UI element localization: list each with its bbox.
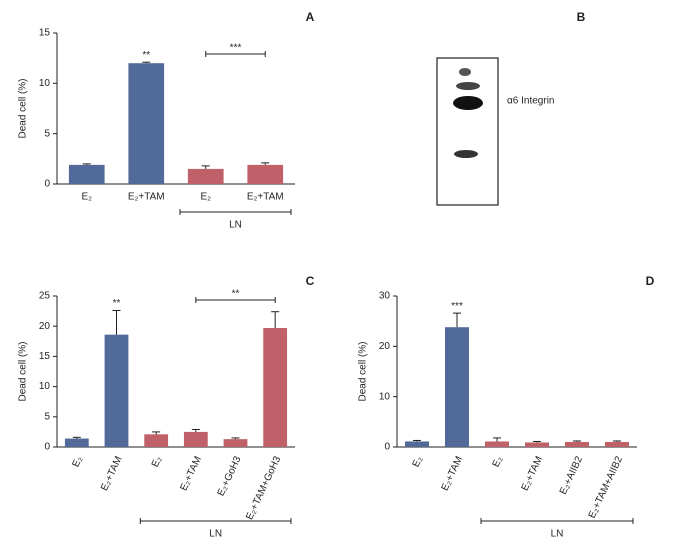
x-tick-label: E₂+TAM	[247, 192, 284, 203]
group-label: LN	[551, 529, 564, 540]
x-tick-label: E₂	[411, 455, 425, 469]
blot-band	[456, 82, 480, 90]
significance: ***	[451, 301, 463, 312]
y-axis-label: Dead cell (%)	[18, 341, 29, 401]
panel-label: C	[306, 274, 315, 288]
y-tick-label: 20	[379, 341, 391, 352]
x-tick-label: E₂+TAM	[99, 455, 125, 493]
x-tick-label: E₂	[200, 192, 211, 203]
x-tick-label: E₂+AIIB2	[558, 454, 585, 496]
bar	[605, 441, 629, 447]
x-tick-label: E₂+TAM	[128, 192, 165, 203]
significance: **	[113, 298, 121, 309]
bar	[405, 441, 429, 447]
bar	[525, 442, 549, 447]
bar	[104, 334, 129, 447]
blot-label: α6 Integrin	[507, 96, 554, 107]
significance: **	[142, 50, 150, 61]
y-axis-label: Dead cell (%)	[358, 341, 369, 401]
blot-band	[454, 150, 478, 158]
bar	[183, 431, 208, 447]
y-tick-label: 5	[44, 411, 50, 422]
x-tick-label: E₂	[491, 455, 505, 469]
blot-band	[459, 68, 471, 76]
blot-image	[436, 57, 499, 206]
x-tick-label: E₂+TAM	[440, 455, 466, 493]
panel-label: B	[577, 10, 586, 24]
bar	[64, 438, 89, 447]
y-tick-label: 0	[44, 442, 50, 453]
bar	[144, 434, 169, 447]
bracket-label: ***	[230, 43, 242, 54]
panel-label: D	[646, 274, 655, 288]
x-tick-label: E₂	[150, 455, 164, 469]
y-tick-label: 25	[39, 291, 51, 302]
y-tick-label: 10	[379, 391, 391, 402]
x-tick-label: E₂+GoH3	[216, 454, 244, 498]
bar	[445, 327, 469, 447]
y-tick-label: 5	[44, 128, 50, 139]
panel-label: A	[306, 10, 315, 24]
y-tick-label: 15	[39, 28, 51, 39]
y-tick-label: 0	[44, 179, 50, 190]
y-tick-label: 30	[379, 291, 391, 302]
y-tick-label: 0	[384, 442, 390, 453]
bar	[223, 439, 248, 447]
x-tick-label: E₂+TAM	[178, 455, 204, 493]
x-tick-label: E₂	[81, 192, 92, 203]
y-tick-label: 20	[39, 321, 51, 332]
bar	[128, 63, 165, 185]
y-tick-label: 10	[39, 78, 51, 89]
x-tick-label: E₂	[71, 455, 85, 469]
y-tick-label: 10	[39, 381, 51, 392]
x-tick-label: E₂+TAM+AIIB2	[587, 454, 625, 520]
bar	[565, 441, 589, 447]
y-tick-label: 15	[39, 351, 51, 362]
y-axis-label: Dead cell (%)	[18, 78, 29, 138]
bar	[187, 168, 224, 184]
blot-band	[453, 96, 483, 110]
bar	[263, 328, 288, 447]
bar	[68, 164, 105, 184]
bar	[247, 164, 284, 184]
bar	[485, 441, 509, 447]
x-tick-label: E₂+TAM+GoH3	[244, 454, 283, 521]
group-label: LN	[229, 220, 242, 231]
x-tick-label: E₂+TAM	[520, 455, 546, 493]
bracket-label: **	[232, 289, 240, 300]
blot-panel: B α6 Integrin	[436, 10, 586, 206]
group-label: LN	[209, 529, 222, 540]
